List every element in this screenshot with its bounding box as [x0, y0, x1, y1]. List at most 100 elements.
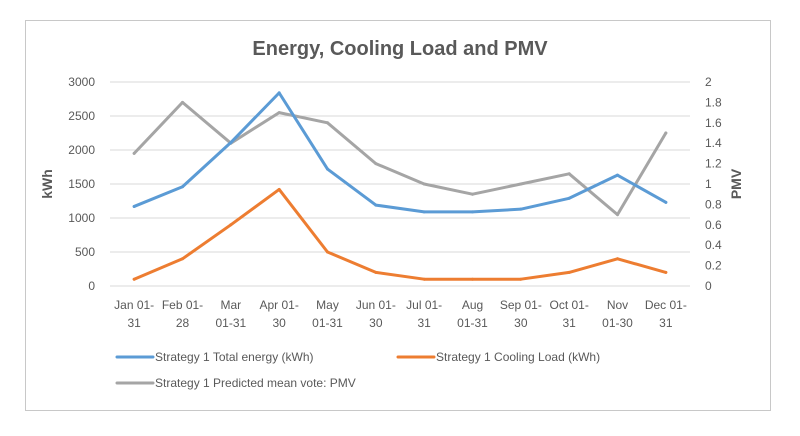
- data-point: [229, 223, 233, 227]
- legend-label: Strategy 1 Predicted mean vote: PMV: [155, 376, 356, 390]
- series-layer: [132, 91, 668, 281]
- x-tick-label-line: 31: [562, 316, 576, 330]
- x-tick-label-line: Mar: [220, 298, 241, 312]
- data-point: [519, 207, 523, 211]
- x-tick-label-line: Dec 01-: [645, 298, 687, 312]
- x-tick-label-line: 30: [369, 316, 383, 330]
- gridlines: [110, 81, 690, 287]
- data-point: [616, 257, 619, 261]
- x-tick-label-line: 30: [272, 316, 286, 330]
- data-point: [277, 187, 281, 191]
- x-tick-label-line: Sep 01-: [500, 298, 542, 312]
- series-line-0: [132, 91, 668, 214]
- y2-tick-label: 0: [705, 279, 712, 293]
- y-tick-label: 500: [75, 245, 95, 259]
- legend-item: Strategy 1 Total energy (kWh): [115, 350, 314, 364]
- data-point: [471, 277, 474, 281]
- data-point: [664, 270, 668, 274]
- data-point: [132, 151, 136, 155]
- data-point: [519, 277, 523, 281]
- data-point: [181, 257, 184, 261]
- data-point: [422, 210, 426, 214]
- data-point: [471, 192, 474, 196]
- x-tick-label-line: 31: [659, 316, 673, 330]
- x-tick-label-line: 31: [127, 316, 141, 330]
- y2-tick-label: 1: [705, 177, 712, 191]
- data-point: [567, 270, 571, 274]
- y2-axis-title: PMV: [728, 168, 744, 199]
- data-point: [567, 172, 571, 176]
- data-point: [519, 182, 523, 186]
- data-point: [664, 200, 668, 204]
- data-point: [664, 131, 668, 135]
- data-point: [181, 100, 184, 104]
- y2-tick-label: 0.8: [705, 197, 722, 211]
- x-tick-label: Apr 01- 30: [259, 298, 298, 330]
- x-tick-label-line: 01-31: [457, 316, 488, 330]
- x-tick-label-line: 01-31: [215, 316, 246, 330]
- legend-item: Strategy 1 Cooling Load (kWh): [396, 350, 600, 364]
- data-point: [567, 196, 571, 200]
- x-axis: Jan 01- 31 Feb 01- 28 Mar 01-31 Apr 01- 30 May 01…: [114, 298, 687, 330]
- data-point: [422, 277, 426, 281]
- x-tick-label-line: 28: [176, 316, 190, 330]
- x-tick-label-line: May: [316, 298, 339, 312]
- y2-tick-label: 2: [705, 75, 712, 89]
- x-tick-label-line: Feb 01-: [162, 298, 203, 312]
- x-tick-label: May 01-31: [312, 298, 343, 330]
- x-tick-label-line: Apr 01-: [259, 298, 298, 312]
- x-tick-label-line: Jan 01-: [114, 298, 154, 312]
- x-tick-label-line: 01-30: [602, 316, 633, 330]
- x-tick-label-line: Oct 01-: [549, 298, 588, 312]
- y-tick-label: 3000: [68, 75, 95, 89]
- x-tick-label-line: Aug: [462, 298, 483, 312]
- x-tick-label-line: Jul 01-: [406, 298, 442, 312]
- data-point: [326, 121, 329, 125]
- y2-tick-label: 0.2: [705, 259, 722, 273]
- y-axis-left: 0 500 1000 1500 2000 2500 3000: [68, 75, 95, 293]
- y2-tick-label: 1.8: [705, 95, 722, 109]
- chart-frame: [25, 20, 771, 411]
- y2-tick-label: 1.6: [705, 116, 722, 130]
- x-tick-label: Dec 01- 31: [645, 298, 687, 330]
- x-tick-label-line: 31: [417, 316, 431, 330]
- x-tick-label-line: 01-31: [312, 316, 343, 330]
- data-point: [616, 213, 619, 217]
- data-point: [326, 250, 329, 254]
- data-point: [616, 173, 619, 177]
- y-tick-label: 2500: [68, 109, 95, 123]
- data-point: [132, 277, 136, 281]
- data-point: [374, 270, 378, 274]
- y-tick-label: 2000: [68, 143, 95, 157]
- x-tick-label: Jan 01- 31: [114, 298, 154, 330]
- data-point: [132, 204, 136, 208]
- legend: Strategy 1 Total energy (kWh) Strategy 1 …: [115, 350, 600, 390]
- x-tick-label: Jul 01- 31: [406, 298, 442, 330]
- data-point: [374, 203, 378, 207]
- y2-tick-label: 1.2: [705, 157, 722, 171]
- chart-title: Energy, Cooling Load and PMV: [252, 38, 548, 60]
- x-tick-label-line: Nov: [607, 298, 628, 312]
- data-point: [277, 111, 281, 115]
- x-tick-label: Jun 01- 30: [356, 298, 396, 330]
- x-tick-label: Oct 01- 31: [549, 298, 588, 330]
- legend-item: Strategy 1 Predicted mean vote: PMV: [115, 376, 356, 390]
- y-tick-label: 1500: [68, 177, 95, 191]
- y2-tick-label: 0.6: [705, 218, 722, 232]
- x-tick-label: Aug 01-31: [457, 298, 488, 330]
- y-tick-label: 1000: [68, 211, 95, 225]
- y-axis-title: kWh: [39, 169, 55, 199]
- y-axis-right: 0 0.2 0.4 0.6 0.8 1 1.2 1.4 1.6 1.8 2: [705, 75, 722, 293]
- legend-label: Strategy 1 Total energy (kWh): [155, 350, 314, 364]
- data-point: [374, 162, 378, 166]
- data-point: [422, 182, 426, 186]
- data-point: [229, 141, 233, 145]
- x-tick-label: Feb 01- 28: [162, 298, 203, 330]
- x-tick-label-line: Jun 01-: [356, 298, 396, 312]
- legend-label: Strategy 1 Cooling Load (kWh): [436, 350, 600, 364]
- y-tick-label: 0: [88, 279, 95, 293]
- series-line-2: [132, 100, 668, 217]
- data-point: [471, 210, 474, 214]
- data-point: [277, 91, 281, 95]
- data-point: [326, 167, 329, 171]
